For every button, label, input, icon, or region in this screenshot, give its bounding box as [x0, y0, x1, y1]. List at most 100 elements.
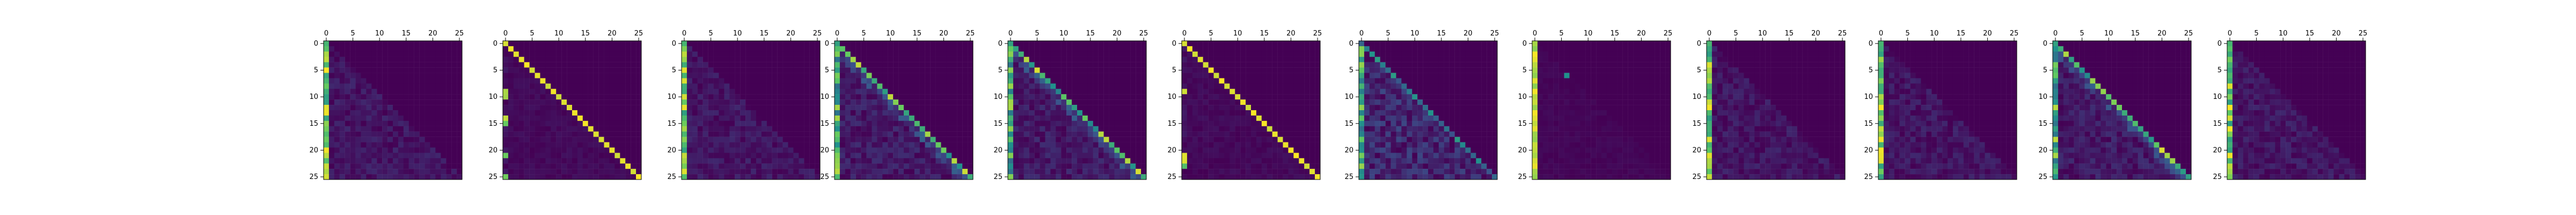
heatmap-cell [1013, 131, 1019, 137]
heatmap-cell [761, 41, 767, 47]
heatmap-cell [777, 89, 783, 95]
heatmap-cell [435, 158, 441, 164]
heatmap-cell [1072, 105, 1078, 111]
heatmap-cell [1417, 99, 1423, 105]
heatmap-cell [761, 115, 767, 121]
heatmap-cell [1093, 78, 1099, 84]
heatmap-cell [561, 94, 567, 100]
heatmap-cell [799, 174, 804, 180]
heatmap-cell [1246, 153, 1252, 159]
heatmap-cell [1109, 67, 1115, 73]
heatmap-cell [1013, 169, 1019, 175]
heatmap-cell [1119, 142, 1125, 148]
heatmap-cell [952, 56, 957, 62]
heatmap-cell [1114, 174, 1120, 180]
heatmap-cell [935, 105, 941, 111]
heatmap-frame [323, 40, 463, 180]
heatmap-cell [1208, 137, 1214, 142]
heatmap-cell [631, 158, 636, 164]
heatmap-cell [345, 56, 350, 62]
heatmap-cell [702, 137, 708, 142]
heatmap-cell [745, 41, 751, 47]
heatmap-cell [1034, 46, 1040, 52]
heatmap-cell [946, 147, 952, 153]
heatmap-cell [782, 94, 788, 100]
heatmap-cell [1192, 169, 1198, 175]
heatmap-cell [756, 126, 762, 132]
x-tick-label: 25 [1490, 30, 1499, 38]
heatmap-cell [588, 131, 594, 137]
heatmap-cell [1261, 83, 1267, 89]
heatmap-cell [631, 137, 636, 142]
heatmap-cell [631, 174, 636, 180]
heatmap-cell [682, 147, 687, 153]
heatmap-cell [1072, 83, 1078, 89]
heatmap-cell [1182, 83, 1188, 89]
heatmap-cell [1240, 46, 1246, 52]
heatmap-cell [350, 131, 356, 137]
heatmap-cell [888, 158, 894, 164]
heatmap-cell [403, 142, 409, 148]
heatmap-cell [425, 120, 430, 126]
heatmap-cell [925, 147, 931, 153]
heatmap-cell [1272, 73, 1278, 78]
heatmap-cell [1374, 41, 1380, 47]
heatmap-cell [793, 158, 799, 164]
heatmap-cell [1428, 131, 1434, 137]
heatmap-cell [582, 110, 588, 116]
heatmap-cell [1580, 41, 1586, 47]
heatmap-cell [861, 174, 867, 180]
y-tick-label: 25 [309, 173, 318, 181]
heatmap-cell [328, 73, 335, 78]
heatmap-cell [872, 56, 877, 62]
heatmap-cell [1288, 169, 1294, 175]
heatmap-cell [898, 147, 904, 153]
x-tick-label: 10 [1059, 30, 1069, 38]
heatmap-cell [1423, 158, 1429, 164]
heatmap-cell [1130, 105, 1136, 111]
heatmap-cell [855, 115, 861, 121]
heatmap-cell [1272, 158, 1278, 164]
heatmap-cell [1481, 120, 1487, 126]
heatmap-cell [1417, 158, 1423, 164]
heatmap-cell [398, 94, 404, 100]
heatmap-cell [839, 73, 846, 78]
heatmap-cell [766, 83, 772, 89]
heatmap-cell [328, 174, 335, 180]
heatmap-cell [609, 41, 615, 47]
heatmap-cell [745, 110, 751, 116]
y-tick-label: 5 [1172, 67, 1176, 75]
heatmap-cell [740, 120, 746, 126]
heatmap-cell [387, 83, 393, 89]
heatmap-cell [1438, 83, 1444, 89]
heatmap-cell [845, 83, 851, 89]
heatmap-cell [614, 56, 620, 62]
heatmap-cell [1542, 46, 1548, 52]
heatmap-cell [324, 78, 330, 84]
heatmap-frame [502, 40, 642, 180]
heatmap-cell [1492, 126, 1498, 132]
heatmap-cell [1449, 174, 1455, 180]
heatmap-cell [1396, 147, 1402, 153]
heatmap-cell [636, 56, 642, 62]
heatmap-cell [1256, 147, 1262, 153]
heatmap-cell [1029, 131, 1035, 137]
heatmap-cell [815, 67, 821, 73]
heatmap-cell [1197, 131, 1203, 137]
heatmap-cell [529, 126, 535, 132]
heatmap-cell [1396, 131, 1402, 137]
heatmap-cell [866, 163, 872, 169]
heatmap-cell [1449, 153, 1455, 159]
heatmap-cell [925, 62, 931, 68]
heatmap-cell [845, 62, 851, 68]
heatmap-cell [1061, 51, 1067, 57]
heatmap-cell [898, 105, 904, 111]
heatmap-cell [1380, 41, 1386, 47]
heatmap-cell [1401, 169, 1407, 175]
heatmap-cell [1622, 51, 1628, 57]
heatmap-cell [1187, 131, 1193, 137]
heatmap-cell [1114, 153, 1120, 159]
heatmap-cell [941, 99, 947, 105]
heatmap-cell [1380, 131, 1386, 137]
heatmap-cell [713, 51, 719, 57]
